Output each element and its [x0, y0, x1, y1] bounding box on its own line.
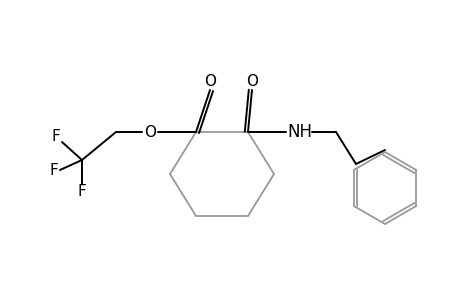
Text: F: F	[51, 128, 60, 143]
Text: NH: NH	[287, 123, 312, 141]
Text: O: O	[203, 74, 216, 88]
Text: F: F	[50, 163, 58, 178]
Text: F: F	[78, 184, 86, 200]
Text: O: O	[144, 124, 156, 140]
Text: O: O	[246, 74, 257, 88]
